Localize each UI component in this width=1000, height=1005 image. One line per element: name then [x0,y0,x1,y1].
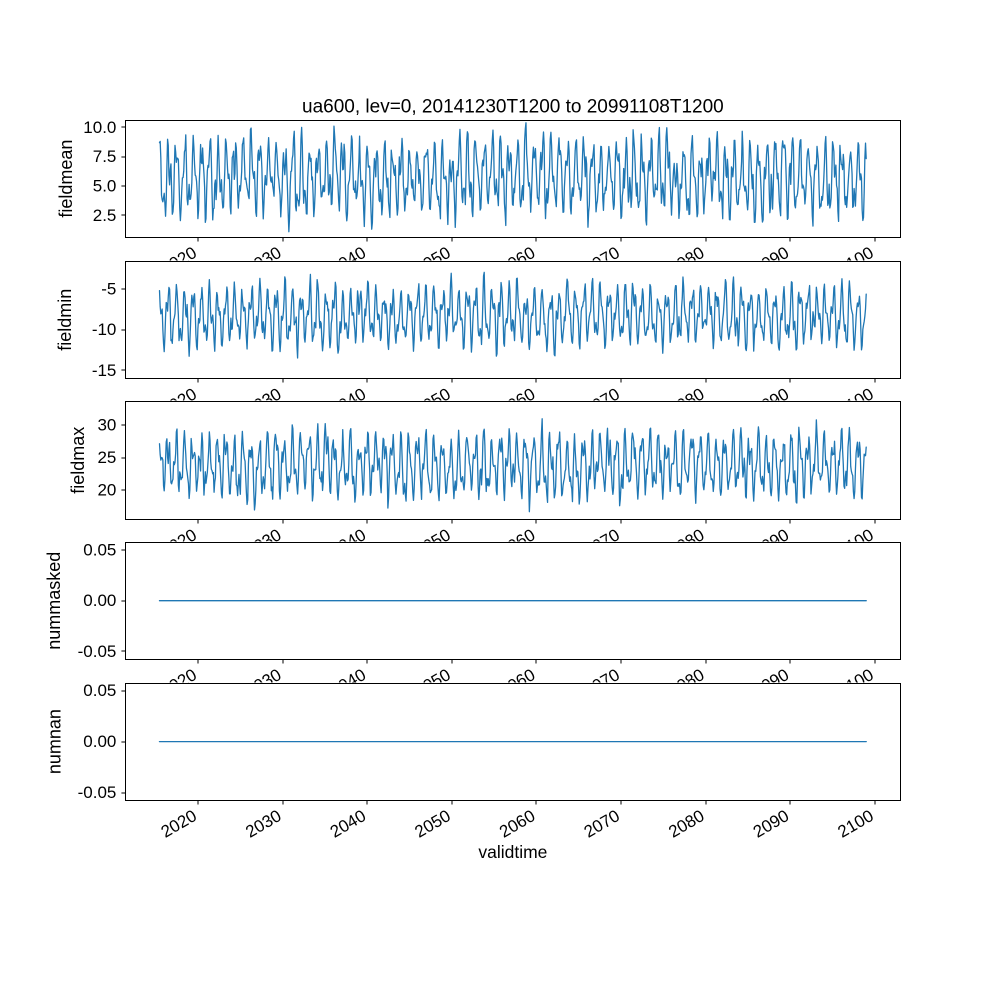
svg-text:-15: -15 [92,361,117,380]
svg-text:-0.05: -0.05 [78,783,117,802]
svg-text:-10: -10 [92,320,117,339]
svg-text:0.00: 0.00 [83,591,116,610]
svg-text:nummasked: nummasked [44,552,64,650]
svg-text:0.05: 0.05 [83,540,116,559]
svg-text:5.0: 5.0 [93,176,117,195]
svg-text:-0.05: -0.05 [78,642,117,661]
svg-text:numnan: numnan [45,709,65,774]
svg-text:25: 25 [97,448,116,467]
svg-text:fieldmin: fieldmin [55,289,75,351]
svg-text:0.05: 0.05 [83,681,116,700]
svg-text:10.0: 10.0 [83,118,116,137]
svg-text:fieldmax: fieldmax [68,427,88,494]
svg-text:30: 30 [97,416,116,435]
svg-text:2.5: 2.5 [93,206,117,225]
svg-text:20: 20 [97,481,116,500]
svg-text:ua600, lev=0, 20141230T1200 to: ua600, lev=0, 20141230T1200 to 20991108T… [302,97,724,118]
svg-text:7.5: 7.5 [93,147,117,166]
svg-text:-5: -5 [101,280,116,299]
svg-text:validtime: validtime [478,842,547,862]
svg-text:0.00: 0.00 [83,732,116,751]
svg-text:fieldmean: fieldmean [56,140,76,218]
